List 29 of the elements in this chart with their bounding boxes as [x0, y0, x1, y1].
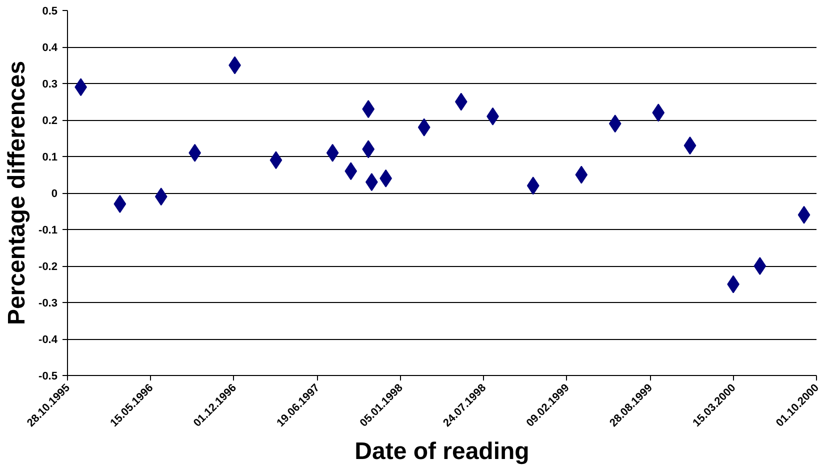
point	[362, 140, 375, 158]
y-tick-label: 0.1	[42, 152, 58, 164]
point	[754, 257, 766, 275]
point	[575, 166, 588, 184]
point	[684, 136, 696, 155]
y-tick-label: -0.3	[38, 298, 58, 310]
y-tick-label: 0.5	[42, 6, 58, 18]
point	[362, 100, 375, 118]
point	[798, 206, 810, 224]
point	[114, 194, 126, 213]
point	[608, 114, 622, 133]
y-tick-label: -0.4	[38, 334, 58, 346]
y-tick-label: -0.5	[38, 370, 58, 382]
point	[344, 162, 358, 180]
point	[652, 104, 665, 122]
point	[526, 176, 540, 195]
point	[454, 92, 468, 111]
y-tick-label: 0.4	[42, 42, 58, 54]
x-axis-title: Date of reading	[354, 438, 530, 466]
y-tick-label: 0	[51, 188, 58, 200]
y-tick-label: -0.2	[38, 261, 58, 273]
point	[418, 118, 430, 136]
y-axis-title: Percentage differences	[4, 60, 31, 326]
y-tick-label: -0.1	[38, 224, 58, 236]
y-tick-label: 0.3	[42, 78, 58, 90]
point	[154, 188, 168, 206]
point	[326, 144, 339, 162]
point	[270, 151, 282, 170]
y-tick-label: 0.2	[42, 115, 58, 127]
